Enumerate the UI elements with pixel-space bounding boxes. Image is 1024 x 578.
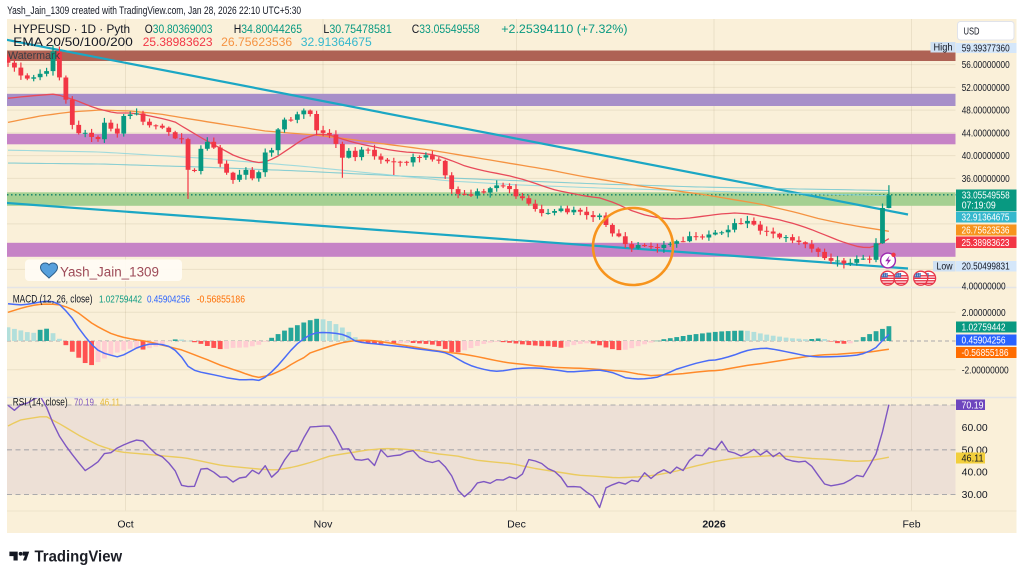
svg-text:56.00000000: 56.00000000 [962, 60, 1010, 71]
svg-text:46.11: 46.11 [962, 454, 984, 465]
svg-text:Oct: Oct [117, 518, 133, 530]
svg-text:50.00: 50.00 [962, 445, 988, 456]
svg-text:Yash_Jain_1309 created with Tr: Yash_Jain_1309 created with TradingView.… [7, 5, 301, 17]
svg-text:20.50499831: 20.50499831 [962, 262, 1010, 273]
svg-text:TradingView: TradingView [35, 548, 123, 565]
svg-text:36.00000000: 36.00000000 [962, 174, 1010, 185]
svg-text:C33.05549558: C33.05549558 [412, 24, 480, 36]
svg-text:4.00000000: 4.00000000 [962, 282, 1006, 293]
svg-text:-0.56855186: -0.56855186 [197, 294, 245, 306]
svg-text:-0.56855186: -0.56855186 [962, 348, 1009, 359]
svg-text:44.00000000: 44.00000000 [962, 129, 1010, 140]
svg-text:High: High [934, 42, 953, 53]
svg-text:1.02759442: 1.02759442 [99, 294, 142, 306]
svg-text:O30.80369003: O30.80369003 [145, 24, 213, 36]
svg-text:L30.75478581: L30.75478581 [323, 24, 391, 36]
svg-text:0.45904256: 0.45904256 [962, 336, 1006, 347]
svg-text:40.00: 40.00 [962, 468, 988, 479]
svg-text:Feb: Feb [902, 518, 920, 530]
svg-text:70.19: 70.19 [962, 400, 984, 411]
svg-text:52.00000000: 52.00000000 [962, 83, 1010, 94]
svg-text:H34.80044265: H34.80044265 [234, 24, 302, 36]
svg-text:59.39377360: 59.39377360 [962, 43, 1010, 54]
svg-text:32.91364675: 32.91364675 [962, 213, 1010, 224]
svg-text:+2.25394110 (+7.32%): +2.25394110 (+7.32%) [501, 24, 627, 36]
svg-text:26.75623536: 26.75623536 [221, 37, 292, 49]
svg-text:Yash_Jain_1309: Yash_Jain_1309 [60, 265, 159, 280]
svg-text:07:19:09: 07:19:09 [962, 201, 996, 212]
svg-text:26.75623536: 26.75623536 [962, 226, 1010, 237]
svg-text:33.05549558: 33.05549558 [962, 190, 1010, 201]
svg-text:-2.00000000: -2.00000000 [962, 365, 1009, 376]
svg-text:40.00000000: 40.00000000 [962, 151, 1010, 162]
svg-text:HYPEUSD · 1D · Pyth: HYPEUSD · 1D · Pyth [13, 22, 130, 36]
svg-text:46.11: 46.11 [100, 397, 120, 409]
svg-text:Watermark: Watermark [8, 50, 60, 62]
svg-text:60.00: 60.00 [962, 423, 988, 434]
svg-text:1.02759442: 1.02759442 [962, 323, 1006, 334]
svg-text:70.19: 70.19 [74, 397, 94, 409]
svg-text:MACD (12, 26, close): MACD (12, 26, close) [13, 294, 93, 306]
svg-text:2.00000000: 2.00000000 [962, 308, 1006, 319]
svg-text:48.00000000: 48.00000000 [962, 106, 1010, 117]
svg-text:32.91364675: 32.91364675 [301, 37, 372, 49]
svg-text:25.38983623: 25.38983623 [962, 238, 1010, 249]
svg-text:30.00: 30.00 [962, 490, 988, 501]
svg-text:RSI (14, close): RSI (14, close) [13, 397, 68, 409]
svg-text:Low: Low [937, 261, 954, 272]
svg-text:USD: USD [964, 26, 980, 37]
svg-text:Dec: Dec [507, 518, 526, 530]
svg-text:0.45904256: 0.45904256 [147, 294, 190, 306]
svg-text:25.38983623: 25.38983623 [143, 37, 213, 49]
svg-text:Nov: Nov [314, 518, 333, 530]
svg-text:EMA 20/50/100/200: EMA 20/50/100/200 [13, 35, 133, 49]
svg-text:2026: 2026 [702, 518, 726, 530]
